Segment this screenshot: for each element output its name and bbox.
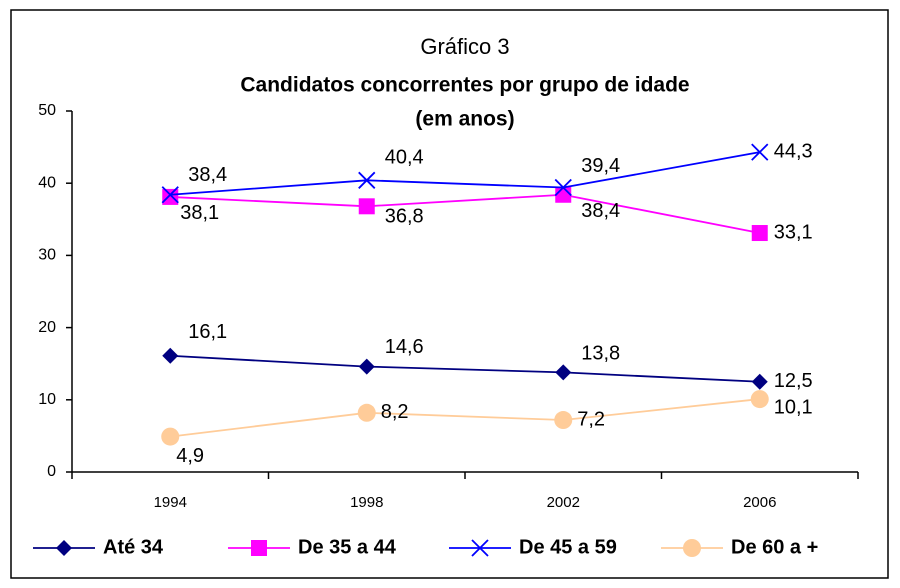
data-label: 8,2 xyxy=(381,401,409,423)
y-tick-label: 10 xyxy=(38,391,56,408)
data-label: 16,1 xyxy=(188,321,227,343)
x-tick-label: 1998 xyxy=(350,494,383,511)
chart-subtitle: (em anos) xyxy=(415,108,514,131)
marker xyxy=(162,188,179,205)
marker xyxy=(251,540,267,556)
data-label: 36,8 xyxy=(385,206,424,228)
legend-label: De 35 a 44 xyxy=(298,536,397,558)
marker xyxy=(357,403,376,422)
marker xyxy=(751,143,769,161)
legend-label: De 60 a + xyxy=(731,536,818,558)
chart-subtitle: Candidatos concorrentes por grupo de ida… xyxy=(240,74,689,97)
marker xyxy=(751,373,768,390)
data-label: 14,6 xyxy=(385,336,424,358)
x-tick-label: 2006 xyxy=(743,494,776,511)
data-label: 7,2 xyxy=(577,408,605,430)
y-tick-label: 20 xyxy=(38,319,56,336)
y-tick-label: 40 xyxy=(38,174,56,191)
series-line xyxy=(170,398,760,438)
y-tick-label: 0 xyxy=(47,463,56,480)
marker xyxy=(683,539,701,557)
x-tick-label: 1994 xyxy=(154,494,187,511)
series-line xyxy=(170,354,760,383)
legend-label: Até 34 xyxy=(103,536,164,558)
data-label: 38,4 xyxy=(581,200,620,222)
marker xyxy=(750,390,769,409)
marker xyxy=(358,198,375,215)
marker xyxy=(161,427,180,446)
chart-title: Gráfico 3 xyxy=(420,34,509,59)
marker xyxy=(358,358,375,375)
series-line xyxy=(170,151,760,196)
y-tick-label: 30 xyxy=(38,247,56,264)
data-label: 39,4 xyxy=(581,155,620,177)
marker xyxy=(161,186,179,204)
data-label: 10,1 xyxy=(774,396,813,418)
y-tick-label: 50 xyxy=(38,102,56,119)
data-label: 44,3 xyxy=(774,140,813,162)
data-label: 4,9 xyxy=(176,445,204,467)
legend-label: De 45 a 59 xyxy=(519,536,617,558)
chart-border xyxy=(10,9,889,579)
series-line xyxy=(170,193,760,234)
marker xyxy=(56,540,72,556)
x-tick-label: 2002 xyxy=(547,494,580,511)
marker xyxy=(554,178,572,197)
data-label: 40,4 xyxy=(385,147,424,169)
marker xyxy=(751,225,768,242)
marker xyxy=(554,411,573,430)
marker xyxy=(162,347,179,364)
data-label: 38,1 xyxy=(180,202,219,224)
marker xyxy=(555,186,572,203)
data-label: 12,5 xyxy=(774,370,813,392)
data-label: 33,1 xyxy=(774,221,813,243)
data-label: 13,8 xyxy=(581,343,620,365)
marker xyxy=(555,364,572,381)
marker xyxy=(471,539,489,557)
marker xyxy=(358,171,376,189)
data-label: 38,4 xyxy=(188,164,227,186)
